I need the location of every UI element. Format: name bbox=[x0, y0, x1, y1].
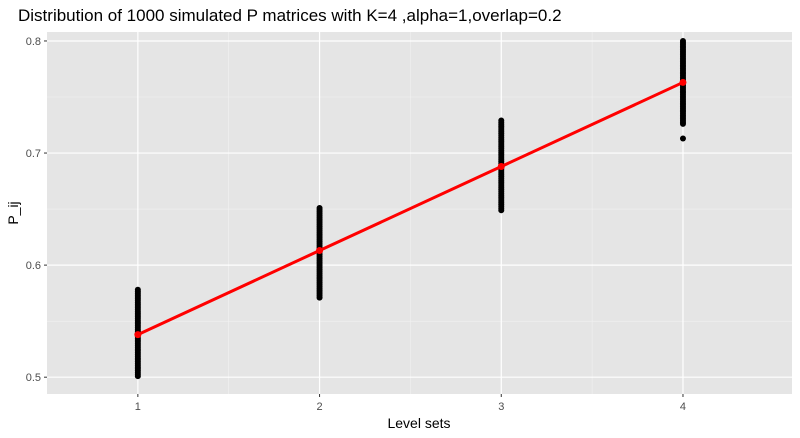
x-axis-title: Level sets bbox=[387, 415, 450, 431]
data-point bbox=[498, 117, 505, 124]
mean-point bbox=[679, 78, 687, 86]
data-point bbox=[679, 37, 686, 44]
y-axis-title: P_ij bbox=[5, 201, 21, 224]
mean-point bbox=[316, 247, 324, 255]
y-tick-label: 0.8 bbox=[26, 36, 41, 48]
grid-minor bbox=[47, 32, 792, 394]
plot-panel bbox=[47, 32, 792, 394]
data-point bbox=[134, 286, 141, 293]
x-tick-label: 2 bbox=[316, 401, 322, 413]
x-tick-label: 4 bbox=[680, 401, 686, 413]
mean-line bbox=[137, 81, 684, 336]
x-tick-label: 3 bbox=[498, 401, 504, 413]
axis-ticks: 0.5 0.6 0.7 0.8 1 2 3 4 bbox=[26, 36, 686, 413]
mean-line-group bbox=[134, 78, 687, 339]
mean-point bbox=[134, 331, 142, 339]
mean-point bbox=[497, 162, 505, 170]
data-point-outlier bbox=[679, 135, 686, 142]
data-point bbox=[316, 204, 323, 211]
y-tick-label: 0.6 bbox=[26, 260, 41, 272]
y-tick-label: 0.7 bbox=[26, 148, 41, 160]
chart-title: Distribution of 1000 simulated P matrice… bbox=[18, 6, 562, 25]
y-tick-label: 0.5 bbox=[26, 372, 41, 384]
x-tick-label: 1 bbox=[135, 401, 141, 413]
